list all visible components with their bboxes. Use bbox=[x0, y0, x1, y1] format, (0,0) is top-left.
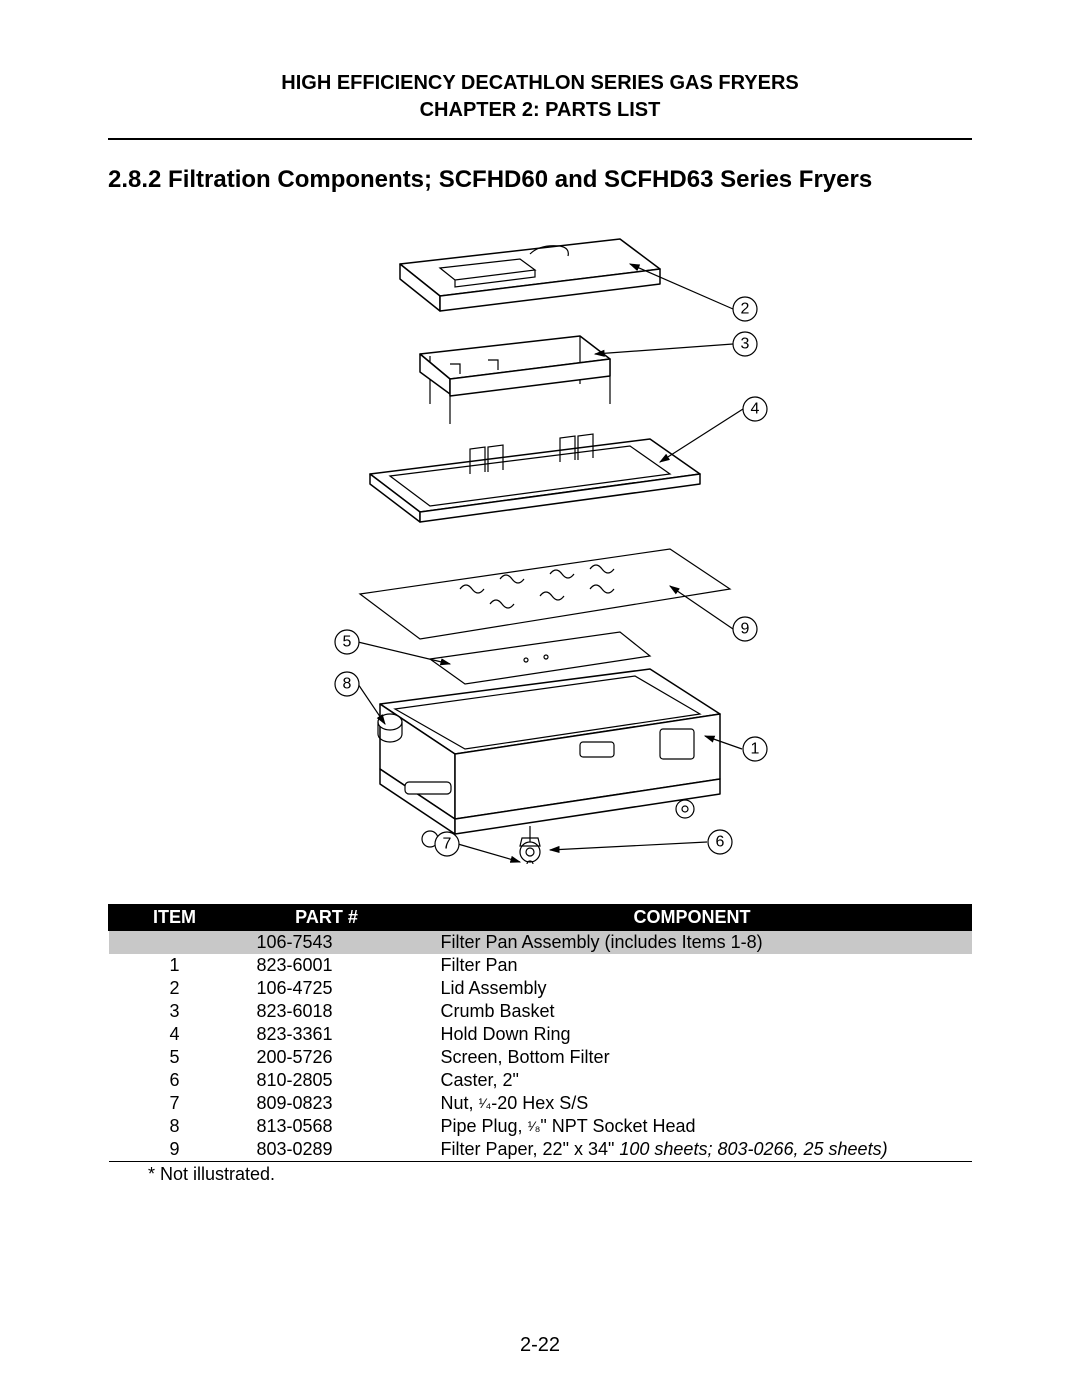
cell-part: 106-4725 bbox=[241, 977, 413, 1000]
svg-text:4: 4 bbox=[751, 401, 760, 418]
cell-item: 2 bbox=[109, 977, 241, 1000]
callout-9: 9 bbox=[733, 617, 757, 641]
cell-part: 823-3361 bbox=[241, 1023, 413, 1046]
diagram-svg: 2 3 4 9 1 6 7 bbox=[230, 224, 850, 864]
svg-text:7: 7 bbox=[443, 836, 452, 853]
table-row: 5200-5726Screen, Bottom Filter bbox=[109, 1046, 972, 1069]
table-row: 8813-0568Pipe Plug, ¹⁄₈" NPT Socket Head bbox=[109, 1115, 972, 1138]
cell-item bbox=[109, 931, 241, 955]
section-title: 2.8.2 Filtration Components; SCFHD60 and… bbox=[108, 166, 972, 194]
cell-item: 1 bbox=[109, 954, 241, 977]
cell-component: Hold Down Ring bbox=[413, 1023, 972, 1046]
cell-item: 9 bbox=[109, 1138, 241, 1162]
col-component: COMPONENT bbox=[413, 905, 972, 931]
table-row: 7809-0823Nut, ¹⁄₄-20 Hex S/S bbox=[109, 1092, 972, 1115]
cell-item: 7 bbox=[109, 1092, 241, 1115]
cell-item: 8 bbox=[109, 1115, 241, 1138]
callout-5: 5 bbox=[335, 630, 359, 654]
parts-table: ITEM PART # COMPONENT 106-7543Filter Pan… bbox=[108, 904, 972, 1162]
header-line2: CHAPTER 2: PARTS LIST bbox=[108, 97, 972, 124]
part-filter-pan bbox=[378, 669, 720, 834]
header-line1: HIGH EFFICIENCY DECATHLON SERIES GAS FRY… bbox=[281, 72, 798, 94]
table-header-row: ITEM PART # COMPONENT bbox=[109, 905, 972, 931]
cell-part: 813-0568 bbox=[241, 1115, 413, 1138]
svg-text:3: 3 bbox=[741, 336, 750, 353]
callout-7: 7 bbox=[435, 832, 459, 856]
table-row: 4823-3361Hold Down Ring bbox=[109, 1023, 972, 1046]
svg-text:5: 5 bbox=[343, 634, 352, 651]
page-number: 2-22 bbox=[0, 1334, 1080, 1357]
cell-component: Crumb Basket bbox=[413, 1000, 972, 1023]
exploded-diagram: 2 3 4 9 1 6 7 bbox=[108, 224, 972, 864]
cell-component: Screen, Bottom Filter bbox=[413, 1046, 972, 1069]
cell-part: 809-0823 bbox=[241, 1092, 413, 1115]
table-row: 106-7543Filter Pan Assembly (includes It… bbox=[109, 931, 972, 955]
callout-4: 4 bbox=[743, 397, 767, 421]
svg-text:1: 1 bbox=[751, 741, 760, 758]
callout-2: 2 bbox=[733, 297, 757, 321]
svg-text:2: 2 bbox=[741, 301, 750, 318]
part-crumb-basket bbox=[420, 336, 610, 424]
cell-part: 810-2805 bbox=[241, 1069, 413, 1092]
cell-component: Pipe Plug, ¹⁄₈" NPT Socket Head bbox=[413, 1115, 972, 1138]
cell-part: 803-0289 bbox=[241, 1138, 413, 1162]
table-row: 2106-4725Lid Assembly bbox=[109, 977, 972, 1000]
cell-component: Caster, 2" bbox=[413, 1069, 972, 1092]
callout-8: 8 bbox=[335, 672, 359, 696]
header-rule bbox=[108, 138, 972, 140]
svg-text:9: 9 bbox=[741, 621, 750, 638]
page-header: HIGH EFFICIENCY DECATHLON SERIES GAS FRY… bbox=[108, 70, 972, 124]
part-filter-paper bbox=[360, 549, 730, 639]
footnote: * Not illustrated. bbox=[108, 1164, 972, 1185]
cell-component: Filter Paper, 22" x 34" 100 sheets; 803-… bbox=[413, 1138, 972, 1162]
table-row: 6810-2805Caster, 2" bbox=[109, 1069, 972, 1092]
cell-component: Nut, ¹⁄₄-20 Hex S/S bbox=[413, 1092, 972, 1115]
col-item: ITEM bbox=[109, 905, 241, 931]
cell-component: Lid Assembly bbox=[413, 977, 972, 1000]
cell-component: Filter Pan Assembly (includes Items 1-8) bbox=[413, 931, 972, 955]
table-row: 1823-6001Filter Pan bbox=[109, 954, 972, 977]
cell-item: 4 bbox=[109, 1023, 241, 1046]
table-row: 9803-0289Filter Paper, 22" x 34" 100 she… bbox=[109, 1138, 972, 1162]
cell-part: 200-5726 bbox=[241, 1046, 413, 1069]
part-hold-down-ring bbox=[370, 434, 700, 522]
table-row: 3823-6018Crumb Basket bbox=[109, 1000, 972, 1023]
cell-part: 823-6001 bbox=[241, 954, 413, 977]
callout-6: 6 bbox=[708, 830, 732, 854]
part-lid-assembly bbox=[400, 239, 660, 311]
svg-text:8: 8 bbox=[343, 676, 352, 693]
part-caster-rear bbox=[676, 800, 694, 818]
cell-part: 823-6018 bbox=[241, 1000, 413, 1023]
cell-item: 3 bbox=[109, 1000, 241, 1023]
cell-part: 106-7543 bbox=[241, 931, 413, 955]
cell-component: Filter Pan bbox=[413, 954, 972, 977]
callout-3: 3 bbox=[733, 332, 757, 356]
callout-1: 1 bbox=[743, 737, 767, 761]
cell-item: 5 bbox=[109, 1046, 241, 1069]
svg-text:6: 6 bbox=[716, 834, 725, 851]
part-caster-front bbox=[520, 826, 540, 862]
cell-item: 6 bbox=[109, 1069, 241, 1092]
col-part: PART # bbox=[241, 905, 413, 931]
